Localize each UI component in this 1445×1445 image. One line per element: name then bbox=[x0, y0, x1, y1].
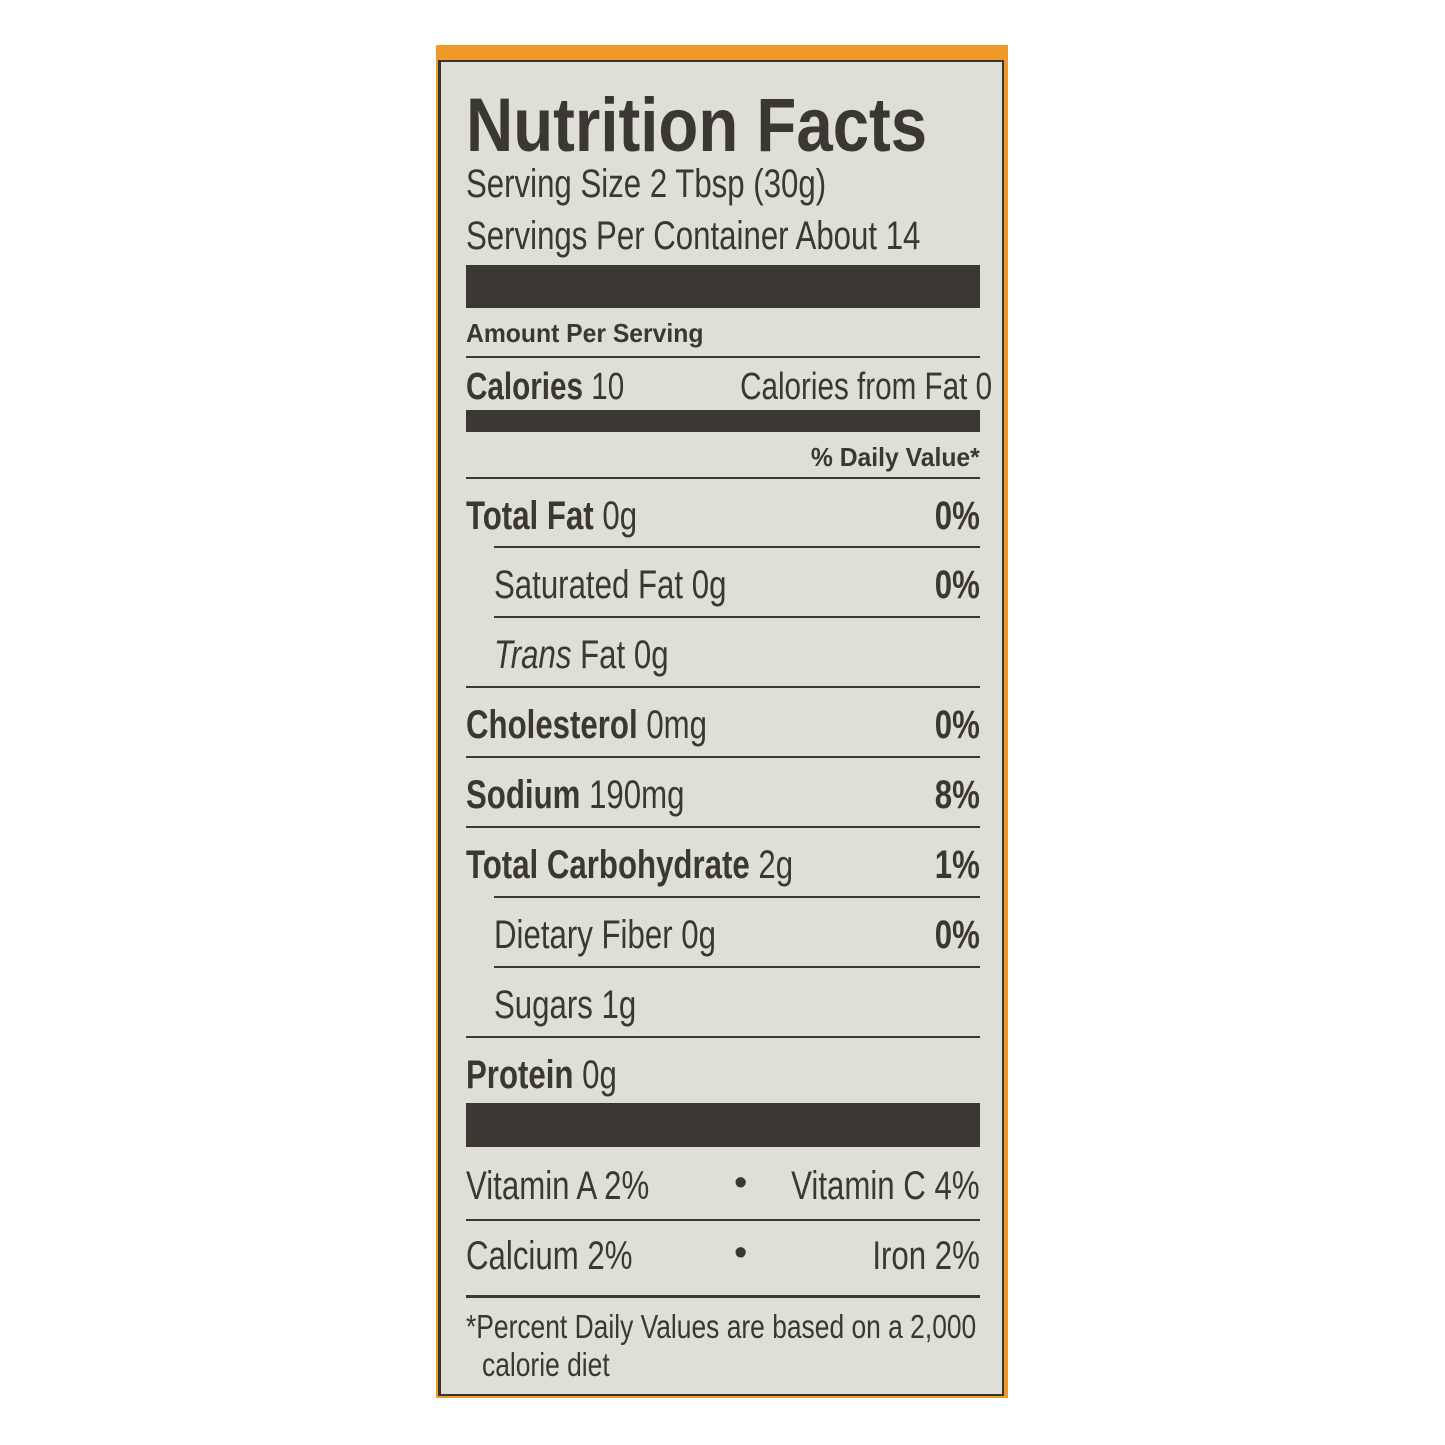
nutrient-dv: 0% bbox=[934, 703, 980, 747]
nutrient-label: Total Carbohydrate bbox=[466, 843, 750, 887]
nutrient-amount: 0g bbox=[602, 494, 638, 538]
rule bbox=[494, 616, 980, 618]
rule bbox=[494, 966, 980, 968]
thick-rule bbox=[466, 265, 980, 308]
nutrient-label: Total Fat bbox=[466, 494, 594, 538]
vitamin-left: Vitamin A 2% bbox=[466, 1164, 650, 1208]
nutrient-label: Dietary Fiber bbox=[494, 913, 673, 957]
nutrient-amount: 2g bbox=[758, 843, 794, 887]
rule bbox=[494, 546, 980, 548]
nutrient-dv: 1% bbox=[934, 843, 980, 887]
nutrient-label: Protein bbox=[466, 1053, 574, 1097]
nutrient-label-italic: Trans bbox=[494, 633, 572, 677]
nutrient-amount: 190mg bbox=[589, 773, 685, 817]
nutrient-amount: 0g bbox=[633, 633, 669, 677]
title-row: Nutrition Facts bbox=[466, 88, 980, 164]
bullet-separator: • bbox=[734, 1232, 748, 1274]
vitamin-right: Vitamin C 4% bbox=[791, 1164, 980, 1208]
rule bbox=[466, 686, 980, 688]
nutrient-row-sugars: Sugars 1g bbox=[494, 985, 980, 1025]
rule bbox=[466, 826, 980, 828]
amount-row: Amount Per Serving bbox=[466, 320, 980, 346]
nutrient-row-dietary-fiber: Dietary Fiber 0g 0% bbox=[494, 915, 980, 955]
mineral-left: Calcium 2% bbox=[466, 1234, 633, 1278]
footnote-line-2: calorie diet bbox=[482, 1348, 996, 1381]
rule bbox=[466, 1036, 980, 1038]
serving-size-row: Serving Size 2 Tbsp (30g) bbox=[466, 164, 980, 204]
serving-size: Serving Size 2 Tbsp (30g) bbox=[466, 162, 827, 206]
nutrient-amount: 1g bbox=[601, 983, 637, 1027]
nutrient-label: Fat bbox=[580, 633, 626, 677]
rule bbox=[466, 1219, 980, 1221]
nutrient-row-total-fat: Total Fat 0g 0% bbox=[466, 496, 980, 536]
rule bbox=[466, 477, 980, 479]
rule bbox=[466, 1295, 980, 1298]
footnote-line-1: *Percent Daily Values are based on a 2,0… bbox=[466, 1310, 980, 1343]
calories-value: 10 bbox=[591, 366, 625, 408]
nutrient-row-protein: Protein 0g bbox=[466, 1055, 980, 1095]
nutrient-dv: 0% bbox=[934, 563, 980, 607]
nutrient-dv: 0% bbox=[934, 913, 980, 957]
calories-label: Calories bbox=[466, 366, 583, 408]
vitamin-row: Vitamin A 2% • Vitamin C 4% bbox=[466, 1162, 980, 1208]
nutrient-dv: 0% bbox=[934, 494, 980, 538]
calories-from-fat: Calories from Fat 0 bbox=[739, 366, 992, 408]
mineral-row: Calcium 2% • Iron 2% bbox=[466, 1232, 980, 1278]
nutrient-amount: 0g bbox=[691, 563, 727, 607]
nutrient-amount: 0g bbox=[582, 1053, 617, 1097]
nutrient-row-sodium: Sodium 190mg 8% bbox=[466, 775, 980, 815]
nutrient-row-trans-fat: Trans Fat 0g bbox=[494, 635, 980, 675]
nutrient-label: Saturated Fat bbox=[494, 563, 684, 607]
rule bbox=[494, 896, 980, 898]
nutrient-row-saturated-fat: Saturated Fat 0g 0% bbox=[494, 565, 980, 605]
calories-row: Calories 10 Calories from Fat 0 bbox=[466, 366, 992, 408]
servings-row: Servings Per Container About 14 bbox=[466, 216, 980, 256]
title: Nutrition Facts bbox=[466, 83, 928, 168]
mineral-right: Iron 2% bbox=[872, 1234, 980, 1278]
nutrient-amount: 0g bbox=[681, 913, 716, 957]
nutrient-label: Sodium bbox=[466, 773, 581, 817]
servings-per-container: Servings Per Container About 14 bbox=[466, 214, 921, 258]
thick-rule bbox=[466, 1103, 980, 1147]
amount-per-serving: Amount Per Serving bbox=[466, 318, 704, 348]
medium-rule bbox=[466, 410, 980, 432]
nutrient-label: Cholesterol bbox=[466, 703, 638, 747]
dv-header-row: % Daily Value* bbox=[466, 444, 980, 470]
nutrient-row-cholesterol: Cholesterol 0mg 0% bbox=[466, 705, 980, 745]
rule bbox=[466, 756, 980, 758]
bullet-separator: • bbox=[734, 1162, 748, 1204]
nutrient-label: Sugars bbox=[494, 983, 593, 1027]
nutrient-amount: 0mg bbox=[646, 703, 708, 747]
nutrient-row-total-carbohydrate: Total Carbohydrate 2g 1% bbox=[466, 845, 980, 885]
nutrient-dv: 8% bbox=[934, 773, 980, 817]
footnote-text: calorie diet bbox=[482, 1346, 610, 1383]
footnote-text: *Percent Daily Values are based on a 2,0… bbox=[466, 1308, 977, 1345]
daily-value-header: % Daily Value* bbox=[811, 442, 980, 472]
rule bbox=[466, 356, 980, 358]
